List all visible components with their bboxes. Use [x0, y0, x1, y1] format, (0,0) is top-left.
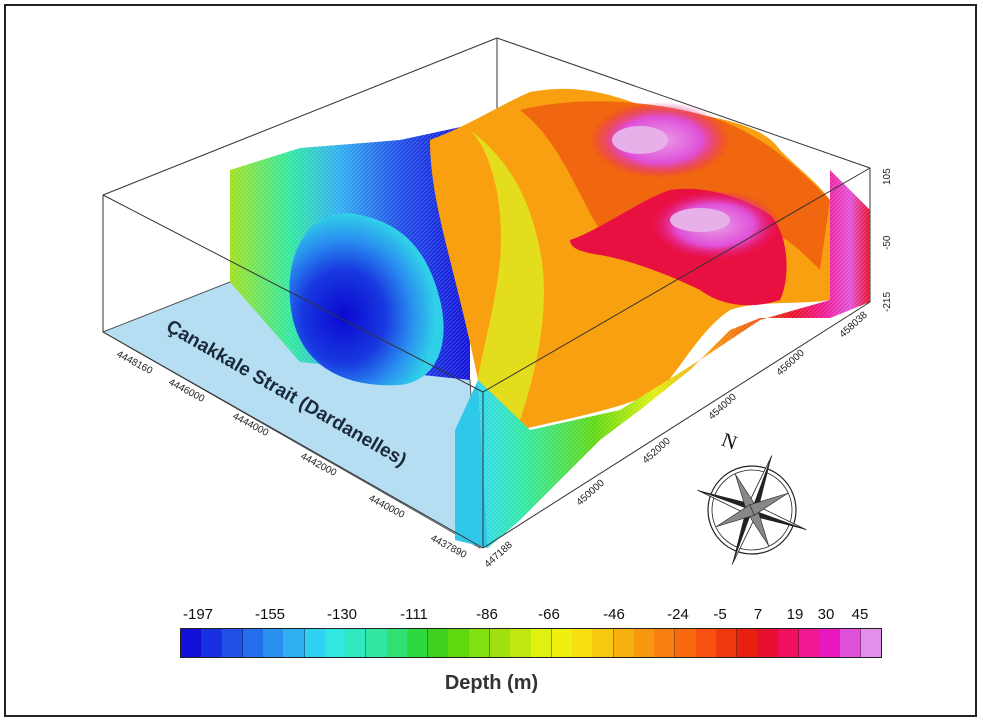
legend-swatch: [572, 629, 593, 657]
legend-swatch: [428, 629, 449, 657]
tick-vert-1: -50: [882, 235, 893, 250]
legend-label: 30: [817, 606, 835, 623]
legend-label: 45: [851, 606, 869, 623]
legend-swatch: [448, 629, 469, 657]
tick-vert-0: 105: [882, 168, 893, 185]
legend-swatch: [263, 629, 284, 657]
legend-label: -130: [326, 606, 358, 623]
legend-swatch: [613, 629, 634, 657]
legend-swatch: [201, 629, 222, 657]
legend-swatch: [860, 629, 882, 657]
legend-swatch: [777, 629, 799, 657]
deep-basin: [289, 213, 444, 386]
tick-right-5: 458038: [838, 309, 870, 340]
legend-swatch: [592, 629, 614, 657]
legend-swatch: [654, 629, 676, 657]
bounding-box: [102, 37, 871, 332]
legend-label: -197: [182, 606, 214, 623]
legend-swatch: [406, 629, 429, 657]
legend-swatch: [551, 629, 573, 657]
legend-swatch: [633, 629, 655, 657]
legend-label: 7: [753, 606, 763, 623]
legend-swatch: [798, 629, 820, 657]
legend-title: Depth (m): [444, 672, 539, 694]
legend-swatch: [324, 629, 346, 657]
legend-label: -66: [538, 606, 560, 623]
tick-right-2: 452000: [641, 435, 673, 466]
legend-swatch: [675, 629, 696, 657]
legend-swatch: [366, 629, 387, 657]
legend-swatch: [181, 629, 202, 657]
legend-label: 19: [786, 606, 804, 623]
legend-label: -111: [400, 606, 428, 623]
legend-swatch: [242, 629, 264, 657]
legend-label: -86: [476, 606, 498, 623]
legend-swatch: [468, 629, 490, 657]
legend-swatch: [819, 629, 840, 657]
compass-rose-icon: N: [697, 430, 807, 565]
legend-swatch: [695, 629, 716, 657]
legend-label: -155: [254, 606, 286, 623]
legend-swatch: [221, 629, 243, 657]
legend-swatch: [283, 629, 305, 657]
legend-label: -24: [667, 606, 689, 623]
tick-right-1: 450000: [575, 477, 607, 508]
axis-vertical-ticks: 105 -50 -215: [882, 168, 893, 312]
legend-swatch: [510, 629, 531, 657]
3d-depth-model: Çanakkale Strait (Dardanelles) 4448160 4…: [101, 37, 893, 570]
legend-label: -5: [713, 606, 727, 623]
legend-color-bar: [180, 628, 882, 658]
legend-swatch: [757, 629, 778, 657]
legend-swatch: [715, 629, 738, 657]
tick-vert-2: -215: [882, 292, 893, 312]
legend-swatch: [489, 629, 511, 657]
legend-swatch: [530, 629, 552, 657]
legend-swatch: [345, 629, 367, 657]
compass-north-label: N: [719, 430, 740, 455]
legend-swatch: [839, 629, 861, 657]
legend-swatch: [386, 629, 407, 657]
legend-swatch: [304, 629, 325, 657]
legend-swatch: [737, 629, 758, 657]
legend-label: -46: [603, 606, 625, 623]
